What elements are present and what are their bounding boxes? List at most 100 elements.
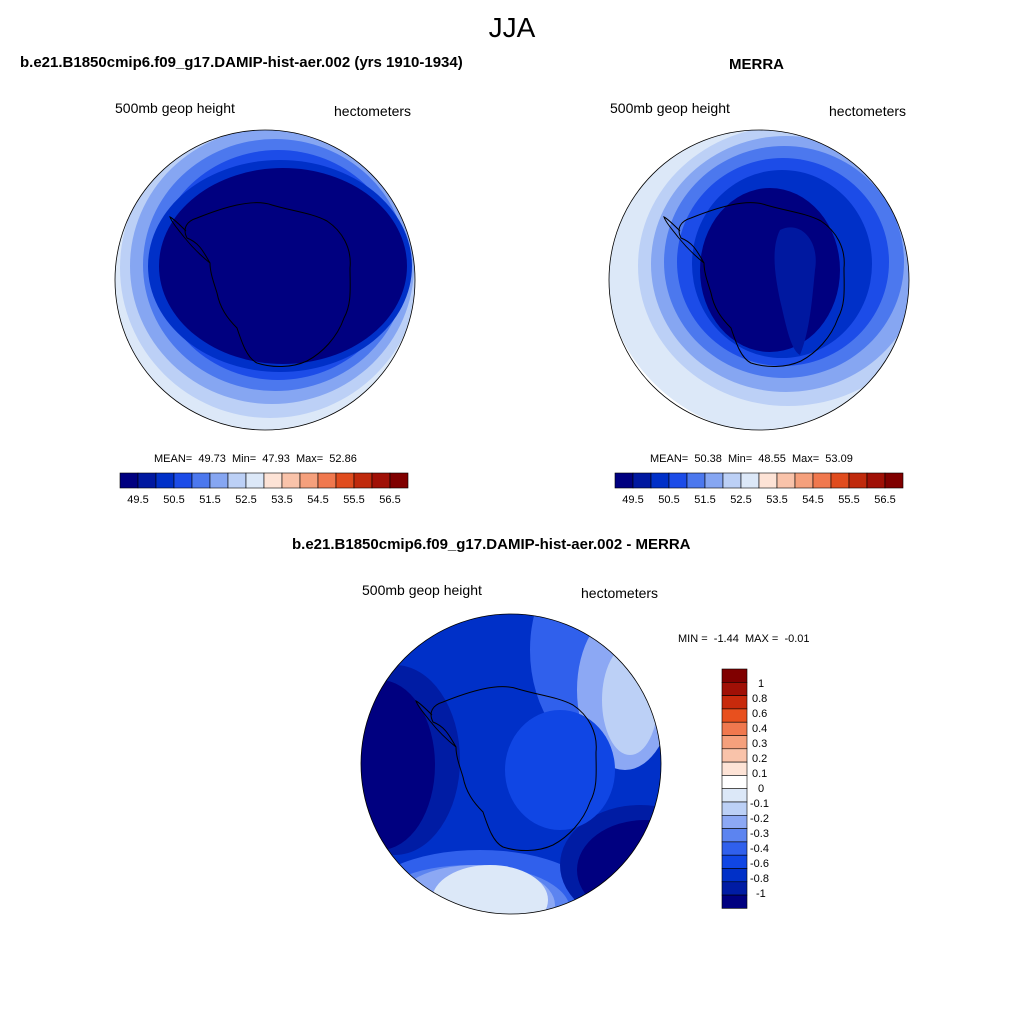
diff-tick: 0.3 xyxy=(752,738,768,750)
obs-max-value: 53.09 xyxy=(825,453,853,465)
colorbar-swatch xyxy=(614,472,634,489)
diff-tick: -0.1 xyxy=(750,798,769,810)
diff-contour-band xyxy=(505,710,615,830)
diff-tick: -0.3 xyxy=(750,828,769,840)
colorbar-swatch xyxy=(721,668,748,683)
colorbar-swatch xyxy=(848,472,868,489)
obs-panel-title: MERRA xyxy=(729,56,784,73)
colorbar-swatch xyxy=(227,472,247,489)
colorbar-swatch xyxy=(721,788,748,803)
diff-stats: MIN = -1.44 MAX = -0.01 xyxy=(678,633,810,645)
obs-tick: 56.5 xyxy=(874,494,896,506)
diff-tick: 0.6 xyxy=(752,708,768,720)
obs-colorbar xyxy=(614,472,904,489)
diff-panel-title: b.e21.B1850cmip6.f09_g17.DAMIP-hist-aer.… xyxy=(292,536,691,553)
colorbar-swatch xyxy=(686,472,706,489)
colorbar-swatch xyxy=(740,472,760,489)
colorbar-swatch xyxy=(191,472,211,489)
colorbar-swatch xyxy=(721,868,748,883)
diff-tick: 1 xyxy=(758,678,765,690)
colorbar-swatch xyxy=(722,472,742,489)
diff-contour-band xyxy=(361,680,435,850)
colorbar-swatch xyxy=(263,472,283,489)
obs-tick: 52.5 xyxy=(730,494,752,506)
diff-contour-band xyxy=(432,865,548,914)
diff-tick: 0.4 xyxy=(752,723,768,735)
model-mean-label: MEAN= xyxy=(154,453,193,465)
colorbar-swatch xyxy=(758,472,778,489)
model-tick: 52.5 xyxy=(235,494,257,506)
colorbar-swatch xyxy=(721,894,748,909)
obs-tick: 51.5 xyxy=(694,494,716,506)
model-min-value: 47.93 xyxy=(262,453,290,465)
model-tick: 54.5 xyxy=(307,494,329,506)
diff-tick: 0.1 xyxy=(752,768,768,780)
colorbar-swatch xyxy=(704,472,724,489)
diff-tick: 0.8 xyxy=(752,693,768,705)
diff-units-label: hectometers xyxy=(581,585,659,601)
obs-mean-value: 50.38 xyxy=(694,453,722,465)
colorbar-swatch xyxy=(650,472,670,489)
colorbar-swatch xyxy=(353,472,373,489)
diff-max-value: -0.01 xyxy=(784,633,810,645)
colorbar-swatch xyxy=(281,472,301,489)
model-units-label: hectometers xyxy=(334,103,412,119)
colorbar-swatch xyxy=(721,708,748,723)
colorbar-swatch xyxy=(830,472,850,489)
model-contour-band xyxy=(159,168,407,364)
model-variable-label: 500mb geop height xyxy=(115,100,235,116)
colorbar-swatch xyxy=(884,472,904,489)
diff-min-label: MIN = xyxy=(678,633,708,645)
obs-mean-label: MEAN= xyxy=(650,453,689,465)
diff-contour-band xyxy=(577,820,661,914)
obs-contour-band xyxy=(774,227,816,355)
diff-tick: 0.2 xyxy=(752,753,768,765)
diff-max-label: MAX = xyxy=(744,633,779,645)
diff-colorbar xyxy=(721,668,748,909)
colorbar-swatch xyxy=(173,472,193,489)
colorbar-swatch xyxy=(632,472,652,489)
colorbar-swatch xyxy=(794,472,814,489)
diff-contour-band xyxy=(602,645,658,755)
model-tick: 56.5 xyxy=(379,494,401,506)
model-map-border xyxy=(114,129,416,431)
obs-tick: 54.5 xyxy=(802,494,824,506)
obs-tick: 49.5 xyxy=(622,494,644,506)
colorbar-swatch xyxy=(721,695,748,710)
obs-variable-label: 500mb geop height xyxy=(610,100,730,116)
colorbar-swatch xyxy=(721,801,748,816)
diff-tick: 0 xyxy=(758,783,765,795)
model-mean-value: 49.73 xyxy=(198,453,226,465)
colorbar-swatch xyxy=(721,761,748,776)
model-panel-title: b.e21.B1850cmip6.f09_g17.DAMIP-hist-aer.… xyxy=(20,54,463,71)
colorbar-swatch xyxy=(866,472,886,489)
colorbar-swatch xyxy=(209,472,229,489)
diff-tick: -0.4 xyxy=(750,843,769,855)
model-min-label: Min= xyxy=(232,453,257,465)
model-colorbar xyxy=(119,472,409,489)
obs-min-label: Min= xyxy=(728,453,753,465)
obs-contour-band xyxy=(700,188,840,352)
figure-title: JJA xyxy=(488,12,536,43)
colorbar-swatch xyxy=(371,472,391,489)
diff-map-border xyxy=(360,613,662,915)
model-map xyxy=(115,130,415,430)
colorbar-swatch xyxy=(335,472,355,489)
colorbar-swatch xyxy=(389,472,409,489)
colorbar-swatch xyxy=(119,472,139,489)
colorbar-swatch xyxy=(721,854,748,869)
obs-map xyxy=(609,130,909,430)
diff-tick: -0.8 xyxy=(750,873,769,885)
obs-map-border xyxy=(608,129,910,431)
colorbar-swatch xyxy=(721,775,748,790)
colorbar-swatch xyxy=(299,472,319,489)
obs-max-label: Max= xyxy=(791,453,820,465)
colorbar-swatch xyxy=(155,472,175,489)
colorbar-swatch xyxy=(317,472,337,489)
model-tick: 55.5 xyxy=(343,494,365,506)
colorbar-swatch xyxy=(721,828,748,843)
colorbar-swatch xyxy=(721,881,748,896)
colorbar-swatch xyxy=(668,472,688,489)
model-tick: 51.5 xyxy=(199,494,221,506)
